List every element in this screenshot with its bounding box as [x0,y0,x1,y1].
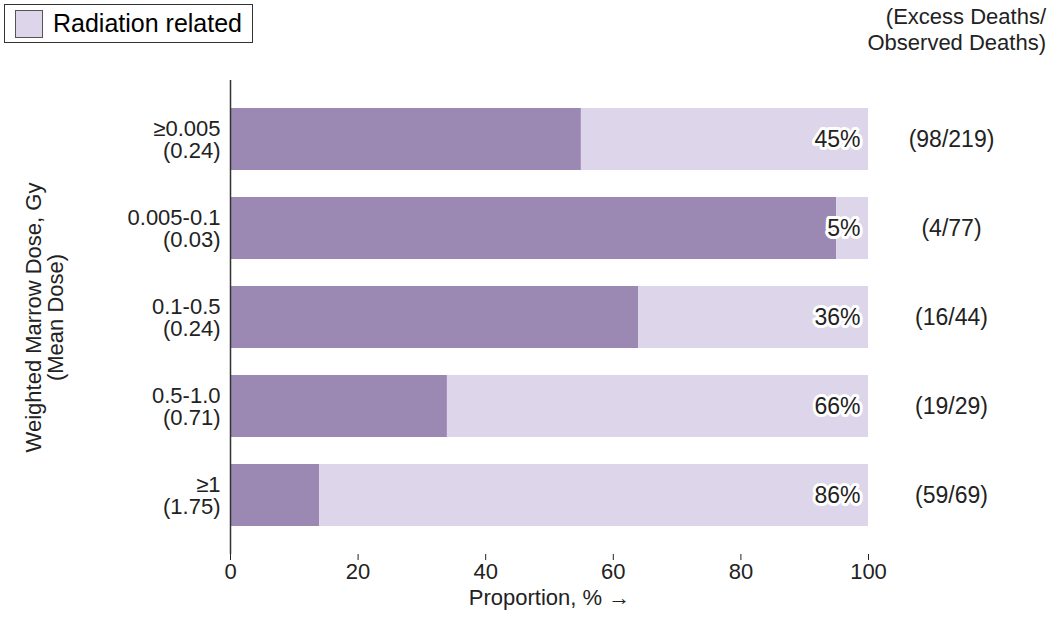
svg-text:100: 100 [850,559,887,584]
svg-text:(16/44): (16/44) [915,304,988,330]
html-text:(Excess Deaths/ Observed Death: (Excess Deaths/ Observed Deaths) [867,4,1046,56]
svg-text:45%: 45% [814,126,860,152]
svg-text:(4/77): (4/77) [921,215,981,241]
svg-text:36%: 36% [814,304,860,330]
svg-text:Weighted Marrow Dose, Gy(Mean: Weighted Marrow Dose, Gy(Mean Dose) [21,183,68,453]
svg-text:(19/29): (19/29) [915,393,988,419]
svg-text:20: 20 [346,559,370,584]
svg-text:0.1-0.5(0.24): 0.1-0.5(0.24) [152,294,221,341]
svg-text:0.5-1.0(0.71): 0.5-1.0(0.71) [152,383,221,430]
svg-text:0: 0 [224,559,236,584]
svg-text:(59/69): (59/69) [915,482,988,508]
svg-text:5%: 5% [827,215,860,241]
svg-text:≥0.005(0.24): ≥0.005(0.24) [153,116,220,163]
html-text:Radiation related: Radiation related [53,9,242,37]
svg-text:≥1(1.75): ≥1(1.75) [163,472,220,519]
svg-text:Proportion, % →: Proportion, % → [469,585,630,610]
svg-text:66%: 66% [814,393,860,419]
svg-text:(98/219): (98/219) [909,126,995,152]
svg-text:40: 40 [473,559,497,584]
svg-text:60: 60 [601,559,625,584]
svg-text:86%: 86% [814,482,860,508]
svg-text:80: 80 [729,559,753,584]
svg-text:0.005-0.1(0.03): 0.005-0.1(0.03) [128,205,221,252]
